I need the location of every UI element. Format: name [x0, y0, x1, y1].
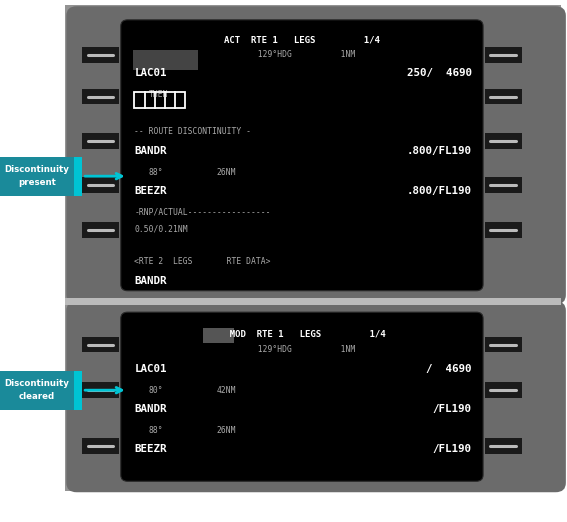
Text: 80°: 80°	[149, 386, 163, 395]
FancyBboxPatch shape	[66, 6, 566, 304]
FancyBboxPatch shape	[121, 20, 483, 291]
Text: LAC01: LAC01	[134, 68, 167, 78]
Text: 250/  4690: 250/ 4690	[407, 68, 472, 78]
Text: /FL190: /FL190	[433, 404, 472, 414]
Text: LAC01: LAC01	[134, 364, 167, 374]
Bar	[202, 328, 234, 343]
Bar	[485, 438, 522, 454]
Bar	[82, 47, 119, 63]
Bar	[82, 89, 119, 104]
Text: 26NM: 26NM	[217, 426, 236, 435]
FancyBboxPatch shape	[66, 301, 566, 492]
Text: BEEZR: BEEZR	[134, 444, 167, 454]
Text: 26NM: 26NM	[217, 168, 236, 177]
Text: 129°HDG          1NM: 129°HDG 1NM	[248, 345, 356, 353]
Text: BANDR: BANDR	[134, 146, 167, 156]
Bar	[485, 222, 522, 238]
Bar	[82, 222, 119, 238]
Text: THEN: THEN	[149, 90, 168, 99]
Text: 0.50/0.21NM: 0.50/0.21NM	[134, 224, 188, 233]
Bar	[133, 50, 198, 70]
Text: Discontinuity
cleared: Discontinuity cleared	[5, 379, 69, 401]
Bar	[485, 133, 522, 149]
Bar	[74, 371, 82, 410]
Bar	[134, 92, 185, 108]
Bar	[82, 133, 119, 149]
Bar	[65, 5, 561, 491]
Text: 42NM: 42NM	[217, 386, 236, 395]
Text: -- ROUTE DISCONTINUITY -: -- ROUTE DISCONTINUITY -	[134, 127, 251, 136]
Bar	[485, 47, 522, 63]
Text: MOD  RTE 1   LEGS         1/4: MOD RTE 1 LEGS 1/4	[219, 330, 385, 339]
Text: /FL190: /FL190	[433, 444, 472, 454]
Text: .800/FL190: .800/FL190	[407, 186, 472, 196]
Bar	[0, 371, 74, 410]
Text: 88°: 88°	[149, 168, 163, 177]
Bar	[82, 337, 119, 352]
Text: BANDR: BANDR	[134, 276, 167, 286]
Text: 129°HDG          1NM: 129°HDG 1NM	[248, 50, 356, 59]
Text: /  4690: / 4690	[426, 364, 472, 374]
Bar	[0, 157, 74, 196]
Bar	[485, 337, 522, 352]
Text: 88°: 88°	[149, 426, 163, 435]
Bar	[82, 177, 119, 193]
Bar	[74, 157, 82, 196]
Text: <RTE 2  LEGS       RTE DATA>: <RTE 2 LEGS RTE DATA>	[134, 257, 271, 266]
Text: BANDR: BANDR	[134, 404, 167, 414]
Bar	[485, 382, 522, 398]
Bar	[65, 298, 561, 305]
Bar	[485, 89, 522, 104]
Bar	[82, 382, 119, 398]
Text: .800/FL190: .800/FL190	[407, 146, 472, 156]
FancyBboxPatch shape	[121, 312, 483, 481]
Bar	[82, 438, 119, 454]
Text: BEEZR: BEEZR	[134, 186, 167, 196]
Text: ACT  RTE 1   LEGS         1/4: ACT RTE 1 LEGS 1/4	[224, 35, 380, 44]
Bar	[485, 177, 522, 193]
Text: -RNP/ACTUAL-----------------: -RNP/ACTUAL-----------------	[134, 208, 271, 217]
Text: Discontinuity
present: Discontinuity present	[5, 165, 69, 187]
